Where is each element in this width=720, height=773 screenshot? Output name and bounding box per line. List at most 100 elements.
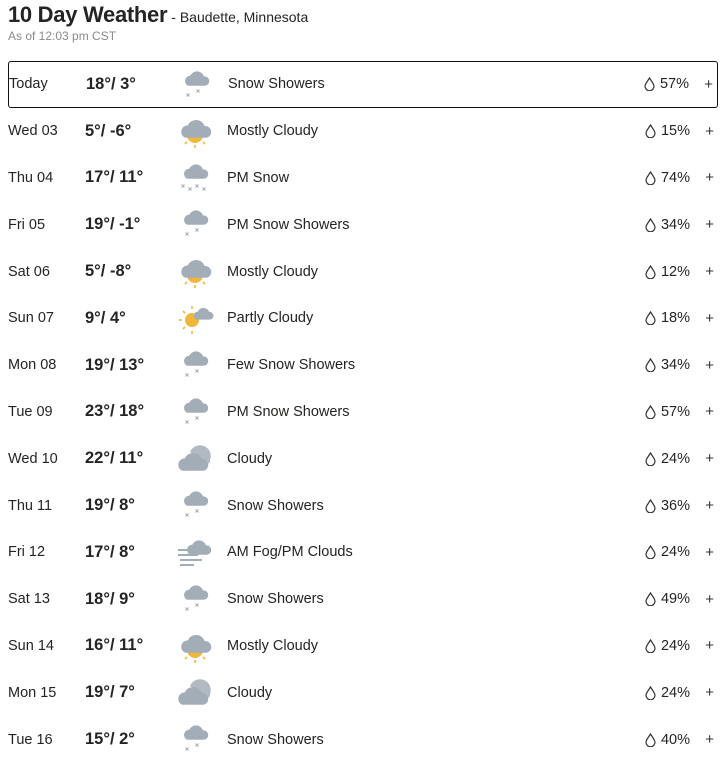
raindrop-icon <box>645 404 656 419</box>
condition: Cloudy <box>227 450 273 467</box>
precip-value: 24% <box>660 637 690 654</box>
mostly-cloudy-icon <box>181 260 212 289</box>
precipitation-chance: 24% <box>645 638 690 654</box>
expand-icon[interactable]: + <box>705 637 714 655</box>
expand-icon[interactable]: + <box>705 216 714 234</box>
day-label: Sun 14 <box>8 637 54 654</box>
condition: Snow Showers <box>227 731 324 748</box>
expand-icon[interactable]: + <box>705 356 714 374</box>
temperature-high-low: 9°/ 4° <box>85 308 126 327</box>
forecast-row[interactable]: Mon 15 19°/ 7° Cloudy 24% + <box>8 669 718 716</box>
expand-icon[interactable]: + <box>705 497 714 515</box>
day-label: Sat 13 <box>8 591 50 608</box>
precip-value: 15% <box>660 123 690 140</box>
precipitation-chance: 18% <box>645 310 690 326</box>
cloudy-icon <box>178 445 211 472</box>
expand-icon[interactable]: + <box>705 122 714 140</box>
precipitation-chance: 36% <box>645 498 690 514</box>
forecast-row[interactable]: Fri 05 19°/ -1° PM Snow Showers 34% + <box>8 201 718 248</box>
condition: Snow Showers <box>227 591 324 608</box>
expand-icon[interactable]: + <box>705 731 714 749</box>
condition: Snow Showers <box>227 497 324 514</box>
precipitation-chance: 57% <box>644 76 689 92</box>
snow-showers-icon <box>184 725 209 752</box>
precipitation-chance: 49% <box>645 591 690 607</box>
temperature-high-low: 5°/ -8° <box>85 262 132 281</box>
precip-value: 34% <box>660 357 690 374</box>
day-label: Wed 10 <box>8 450 58 467</box>
precip-value: 36% <box>660 497 690 514</box>
precip-value: 12% <box>660 263 690 280</box>
temperature-high-low: 19°/ -1° <box>85 215 141 234</box>
forecast-row[interactable]: Wed 03 5°/ -6° Mostly Cloudy 15% + <box>8 108 718 155</box>
day-label: Tue 16 <box>8 731 53 748</box>
forecast-row[interactable]: Sun 07 9°/ 4° Partly Cloudy 18% + <box>8 295 718 342</box>
day-label: Thu 11 <box>8 497 53 514</box>
day-label: Fri 05 <box>8 216 46 233</box>
precip-value: 57% <box>659 76 689 93</box>
raindrop-icon <box>645 732 656 747</box>
precipitation-chance: 40% <box>645 732 690 748</box>
day-label: Thu 04 <box>8 169 54 186</box>
raindrop-icon <box>645 124 656 139</box>
temperature-high-low: 17°/ 11° <box>85 168 144 187</box>
page-header: 10 Day Weather - Baudette, Minnesota As o… <box>8 2 308 43</box>
raindrop-icon <box>645 498 656 513</box>
temperature-high-low: 18°/ 9° <box>85 589 135 608</box>
expand-icon[interactable]: + <box>705 684 714 702</box>
forecast-row[interactable]: Thu 04 17°/ 11° PM Snow 74% + <box>8 155 718 202</box>
condition: Partly Cloudy <box>227 310 314 327</box>
forecast-row[interactable]: Sat 06 5°/ -8° Mostly Cloudy 12% + <box>8 248 718 295</box>
snow-showers-icon <box>184 585 209 611</box>
precipitation-chance: 24% <box>645 451 690 467</box>
expand-icon[interactable]: + <box>705 543 714 561</box>
precipitation-chance: 34% <box>645 357 690 373</box>
condition: Few Snow Showers <box>227 357 356 374</box>
raindrop-icon <box>645 685 656 700</box>
temperature-high-low: 23°/ 18° <box>85 402 145 421</box>
forecast-row[interactable]: Mon 08 19°/ 13° Few Snow Showers 34% + <box>8 342 718 389</box>
snow-showers-icon <box>184 397 209 424</box>
forecast-row[interactable]: Fri 12 17°/ 8° AM Fog/PM Clouds 24% + <box>8 529 718 576</box>
forecast-row[interactable]: Tue 09 23°/ 18° PM Snow Showers 57% + <box>8 389 718 436</box>
forecast-row[interactable]: Sun 14 16°/ 11° Mostly Cloudy 24% + <box>8 623 718 670</box>
raindrop-icon <box>645 170 656 185</box>
precip-value: 24% <box>660 684 690 701</box>
snow-icon <box>181 163 209 191</box>
fog-icon <box>178 540 212 566</box>
precipitation-chance: 12% <box>645 264 690 280</box>
forecast-row[interactable]: Tue 16 15°/ 2° Snow Showers 40% + <box>8 716 718 763</box>
expand-icon[interactable]: + <box>704 75 713 93</box>
forecast-row[interactable]: Sat 13 18°/ 9° Snow Showers 49% + <box>8 576 718 623</box>
expand-icon[interactable]: + <box>705 263 714 281</box>
day-label: Wed 03 <box>8 123 58 140</box>
snow-showers-icon <box>184 491 209 518</box>
temperature-high-low: 16°/ 11° <box>85 636 144 655</box>
expand-icon[interactable]: + <box>705 403 714 421</box>
condition: Snow Showers <box>228 76 325 93</box>
precipitation-chance: 34% <box>645 217 690 233</box>
expand-icon[interactable]: + <box>705 309 714 327</box>
forecast-row[interactable]: Wed 10 22°/ 11° Cloudy 24% + <box>8 435 718 482</box>
snow-showers-icon <box>185 71 210 97</box>
expand-icon[interactable]: + <box>705 169 714 187</box>
forecast-row[interactable]: Thu 11 19°/ 8° Snow Showers 36% + <box>8 482 718 529</box>
day-label: Fri 12 <box>8 544 46 561</box>
location: - Baudette, Minnesota <box>171 9 309 25</box>
condition: Mostly Cloudy <box>227 263 319 280</box>
temperature-high-low: 22°/ 11° <box>85 449 144 468</box>
condition: PM Snow <box>227 169 290 186</box>
expand-icon[interactable]: + <box>705 590 714 608</box>
precip-value: 74% <box>660 169 690 186</box>
condition: AM Fog/PM Clouds <box>227 544 353 561</box>
day-label: Mon 15 <box>8 684 57 701</box>
day-label: Today <box>9 76 48 93</box>
temperature-high-low: 19°/ 7° <box>85 683 135 702</box>
precipitation-chance: 15% <box>645 123 690 139</box>
precipitation-chance: 57% <box>645 404 690 420</box>
snow-showers-icon <box>184 351 209 377</box>
expand-icon[interactable]: + <box>705 450 714 468</box>
temperature-high-low: 19°/ 8° <box>85 496 135 515</box>
forecast-row[interactable]: Today 18°/ 3° Snow Showers 57% + <box>8 61 718 108</box>
condition: Mostly Cloudy <box>227 123 319 140</box>
